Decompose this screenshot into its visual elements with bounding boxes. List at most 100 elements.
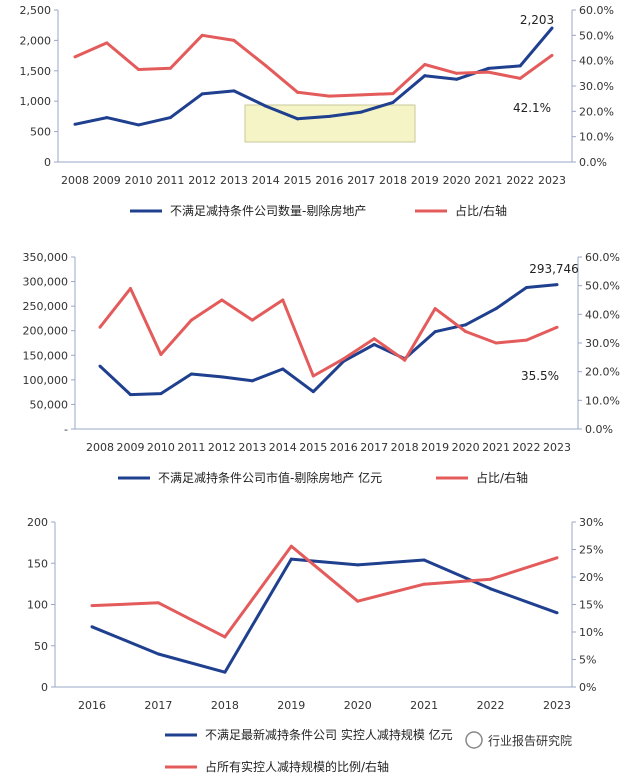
data-point (137, 123, 141, 127)
x-tick-label: 2021 (474, 174, 502, 187)
x-tick-label: 2017 (360, 441, 388, 454)
data-point (359, 93, 363, 97)
data-point (356, 563, 360, 567)
data-point (372, 342, 376, 346)
data-point (311, 374, 315, 378)
data-point (359, 110, 363, 114)
left-tick-label: 1,000 (20, 95, 52, 108)
data-point (159, 352, 163, 356)
data-point (156, 652, 160, 656)
series-line-primary (91, 557, 558, 674)
data-point (189, 318, 193, 322)
left-tick-label: 350,000 (23, 251, 69, 264)
left-tick-label: 150 (27, 557, 48, 570)
series-line-ratio (91, 544, 558, 639)
data-point (464, 330, 468, 334)
right-tick-label: 0.0% (579, 156, 607, 169)
x-tick-label: 2017 (144, 699, 172, 712)
data-point (555, 611, 559, 615)
series-line-ratio (74, 33, 553, 98)
left-tick-label: 200 (27, 516, 48, 529)
right-tick-label: 10% (579, 626, 603, 639)
data-point (486, 70, 490, 74)
x-tick-label: 2023 (543, 441, 571, 454)
right-tick-label: 60.0% (585, 251, 620, 264)
data-label: 42.1% (513, 101, 551, 115)
watermark-text: 行业报告研究院 (488, 733, 572, 748)
legend-label: 不满足最新减持条件公司 实控人减持规模 亿元 (205, 727, 453, 742)
data-point (250, 318, 254, 322)
data-point (550, 26, 554, 30)
data-point (518, 64, 522, 68)
data-point (156, 601, 160, 605)
left-tick-label: 500 (30, 126, 51, 139)
data-point (168, 116, 172, 120)
left-tick-label: 100 (27, 599, 48, 612)
x-tick-label: 2014 (269, 441, 297, 454)
left-tick-label: 0 (41, 681, 48, 694)
x-tick-label: 2013 (220, 174, 248, 187)
right-tick-label: 0.0% (585, 423, 613, 436)
data-point (311, 390, 315, 394)
data-point (296, 117, 300, 121)
left-tick-label: - (64, 423, 68, 436)
data-point (90, 625, 94, 629)
x-tick-label: 2009 (116, 441, 144, 454)
x-tick-label: 2020 (344, 699, 372, 712)
x-tick-label: 2019 (421, 441, 449, 454)
right-tick-label: 20.0% (585, 366, 620, 379)
x-tick-label: 2022 (477, 699, 505, 712)
data-point (518, 76, 522, 80)
data-point (489, 587, 493, 591)
x-tick-label: 2019 (411, 174, 439, 187)
data-point (128, 287, 132, 291)
data-point (422, 582, 426, 586)
x-tick-label: 2010 (147, 441, 175, 454)
data-point (555, 283, 559, 287)
x-tick-label: 2019 (277, 699, 305, 712)
x-tick-label: 2013 (238, 441, 266, 454)
right-tick-label: 60.0% (579, 4, 614, 17)
data-point (159, 392, 163, 396)
legend-label: 占比/右轴 (476, 470, 528, 485)
data-point (372, 337, 376, 341)
right-tick-label: 50.0% (585, 280, 620, 293)
watermark: 行业报告研究院 (465, 731, 572, 749)
data-point (433, 330, 437, 334)
data-point (73, 55, 77, 59)
data-point (391, 92, 395, 96)
x-tick-label: 2008 (86, 441, 114, 454)
chart-reduction-scale: 0 50 100 150 200 0% 5% 10% 15% 20% 25% 30% 2016 2017 2… (27, 516, 603, 774)
x-tick-label: 2016 (330, 441, 358, 454)
x-tick-label: 2015 (299, 441, 327, 454)
data-point (289, 557, 293, 561)
x-tick-label: 2008 (61, 174, 89, 187)
data-point (189, 372, 193, 376)
left-tick-label: 300,000 (23, 276, 69, 289)
left-tick-label: 200,000 (23, 325, 69, 338)
right-tick-label: 5% (579, 654, 596, 667)
data-point (423, 62, 427, 66)
left-tick-label: 50,000 (30, 398, 69, 411)
right-tick-label: 20% (579, 571, 603, 584)
chart-market-value: - 50,000 100,000 150,000 200,000 250,000 300,0… (23, 251, 620, 485)
data-label: 293,746 (529, 262, 579, 276)
legend-label: 占比/右轴 (455, 203, 507, 218)
data-point (423, 74, 427, 78)
data-point (525, 285, 529, 289)
wechat-icon (465, 731, 483, 749)
right-tick-label: 10.0% (585, 394, 620, 407)
legend-label: 占所有实控人减持规模的比例/右轴 (205, 759, 389, 774)
data-point (422, 558, 426, 562)
data-point (105, 116, 109, 120)
left-tick-label: 2,000 (20, 34, 52, 47)
data-point (232, 89, 236, 93)
data-point (220, 375, 224, 379)
data-point (455, 71, 459, 75)
left-tick-label: 1,500 (20, 65, 52, 78)
data-point (464, 323, 468, 327)
right-tick-label: 40.0% (579, 55, 614, 68)
x-tick-label: 2009 (93, 174, 121, 187)
legend-label: 不满足减持条件公司数量-剔除房地产 (170, 203, 366, 218)
x-tick-label: 2021 (410, 699, 438, 712)
